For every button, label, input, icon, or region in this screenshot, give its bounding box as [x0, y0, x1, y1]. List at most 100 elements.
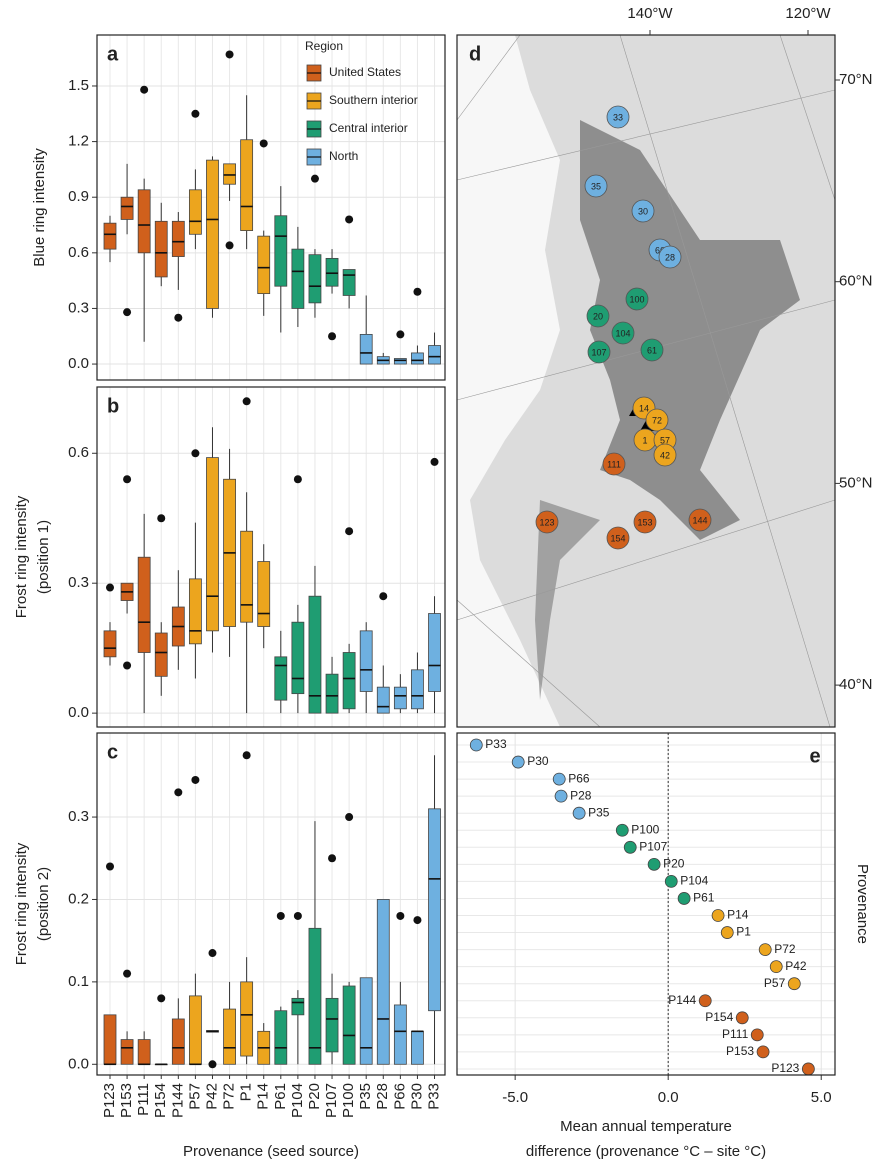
y-tick-label: 0.0 [68, 355, 89, 372]
panel-letter: c [107, 741, 118, 763]
box [275, 216, 287, 286]
x-tick-label: P35 [357, 1083, 374, 1110]
box [121, 197, 133, 219]
box [309, 255, 321, 303]
point [555, 790, 567, 802]
y-tick-label: 0.9 [68, 188, 89, 205]
box [241, 531, 253, 622]
outlier [413, 288, 421, 296]
y-tick-label: 0.0 [68, 1055, 89, 1072]
x-tick-label: P154 [152, 1083, 169, 1118]
x-tick-label: P123 [101, 1083, 118, 1118]
box [172, 221, 184, 256]
point [759, 944, 771, 956]
box [224, 1009, 236, 1064]
outlier [431, 458, 439, 466]
outlier [311, 175, 319, 183]
point [553, 773, 565, 785]
outlier [191, 449, 199, 457]
point-label: P100 [631, 822, 659, 836]
x-tick-label: P104 [289, 1083, 306, 1118]
point [699, 995, 711, 1007]
map-marker-label: 104 [615, 328, 630, 338]
point [712, 910, 724, 922]
point-label: P20 [663, 857, 685, 871]
legend-label: United States [329, 65, 401, 79]
outlier [123, 661, 131, 669]
map-marker-label: 42 [660, 450, 670, 460]
point [678, 892, 690, 904]
box [121, 1040, 133, 1065]
point-label: P42 [785, 959, 807, 973]
legend-label: Southern interior [329, 93, 418, 107]
map-marker-label: 111 [607, 459, 621, 469]
outlier [294, 475, 302, 483]
point-label: P28 [570, 788, 592, 802]
x-tick-label: P111 [135, 1083, 152, 1116]
point-label: P154 [705, 1010, 733, 1024]
legend-label: Central interior [329, 121, 408, 135]
x-tick-label: P20 [306, 1083, 323, 1110]
point-label: P107 [639, 839, 667, 853]
box [429, 809, 441, 1011]
y-tick-label: 0.1 [68, 973, 89, 990]
x-tick-label: 140°W [627, 5, 673, 22]
x-tick-label: 5.0 [811, 1089, 832, 1106]
box [377, 899, 389, 1064]
box [394, 687, 406, 709]
map-marker-label: 35 [591, 181, 601, 191]
x-tick-label: P66 [391, 1083, 408, 1110]
x-tick-label: 0.0 [658, 1089, 679, 1106]
x-tick-label: P14 [255, 1083, 272, 1110]
outlier [208, 949, 216, 957]
map-marker-label: 33 [613, 112, 623, 122]
x-tick-label: P28 [374, 1083, 391, 1110]
box [224, 164, 236, 184]
outlier [106, 584, 114, 592]
point [802, 1063, 814, 1075]
box [326, 258, 338, 286]
x-tick-label: 120°W [785, 5, 831, 22]
point [665, 875, 677, 887]
point-label: P66 [568, 771, 590, 785]
outlier [123, 475, 131, 483]
map-marker-label: 107 [591, 347, 606, 357]
point [616, 824, 628, 836]
box [258, 562, 270, 627]
outlier [208, 1060, 216, 1068]
x-tick-label: P33 [425, 1083, 442, 1110]
y-tick-label: 0.3 [68, 574, 89, 591]
box [411, 1031, 423, 1064]
point [721, 927, 733, 939]
box [326, 674, 338, 713]
outlier [396, 330, 404, 338]
map-marker-label: 123 [539, 517, 554, 527]
box [241, 982, 253, 1056]
box [104, 223, 116, 249]
box [292, 998, 304, 1014]
box [292, 622, 304, 693]
y-tick-label: 40°N [839, 676, 873, 693]
point [757, 1046, 769, 1058]
box [429, 346, 441, 365]
x-tick-label: P61 [272, 1083, 289, 1110]
x-tick-label: P1 [238, 1083, 255, 1101]
y-tick-label: 60°N [839, 273, 873, 290]
point-label: P104 [680, 874, 708, 888]
point-label: P1 [736, 925, 751, 939]
outlier [157, 994, 165, 1002]
x-tick-label: P42 [203, 1083, 220, 1110]
box [343, 270, 355, 296]
box [360, 631, 372, 692]
point [648, 858, 660, 870]
x-tick-label: -5.0 [502, 1089, 528, 1106]
y-tick-label: 0.3 [68, 299, 89, 316]
outlier [226, 50, 234, 58]
y-tick-label: 0.0 [68, 704, 89, 721]
box [360, 334, 372, 364]
y-axis-label: Blue ring intensity [31, 148, 48, 267]
box [155, 221, 167, 277]
box [394, 1005, 406, 1064]
outlier [345, 813, 353, 821]
box [138, 1040, 150, 1065]
